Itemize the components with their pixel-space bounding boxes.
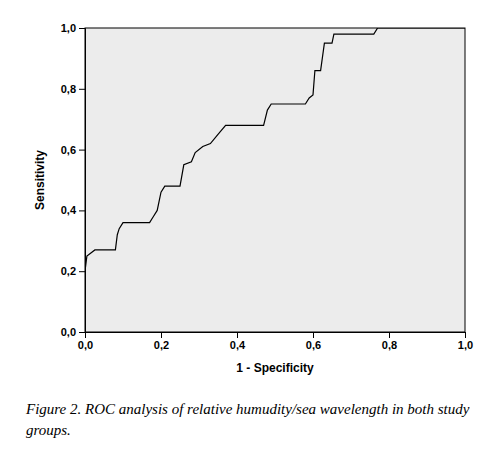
tick: 0,0 bbox=[78, 332, 93, 351]
tick: 0,2 bbox=[154, 332, 169, 351]
tick-mark bbox=[79, 150, 85, 151]
tick-label: 0,4 bbox=[61, 204, 77, 216]
tick: 0,4 bbox=[230, 332, 246, 351]
tick-label: 0,2 bbox=[154, 339, 169, 351]
tick-label: 0,0 bbox=[78, 339, 93, 351]
tick: 1,0 bbox=[61, 22, 85, 34]
tick-mark bbox=[161, 332, 162, 338]
tick-label: 0,6 bbox=[306, 339, 321, 351]
tick-label: 0,8 bbox=[382, 339, 397, 351]
tick-mark bbox=[79, 332, 85, 333]
y-axis-title: Sensitivity bbox=[33, 150, 47, 210]
tick: 0,8 bbox=[382, 332, 397, 351]
plot-background bbox=[85, 28, 465, 332]
tick-mark bbox=[313, 332, 314, 338]
plot-area bbox=[85, 28, 465, 332]
caption: Figure 2. ROC analysis of relative humud… bbox=[25, 401, 470, 438]
tick: 0,8 bbox=[61, 83, 85, 95]
tick-label: 0,2 bbox=[61, 265, 76, 277]
tick-label: 0,0 bbox=[61, 326, 76, 338]
plot-frame bbox=[85, 28, 465, 332]
tick-label: 1,0 bbox=[458, 339, 473, 351]
tick-mark bbox=[79, 210, 85, 211]
tick-mark bbox=[79, 89, 85, 90]
tick-label: 0,6 bbox=[61, 144, 76, 156]
axis-line bbox=[79, 29, 86, 333]
tick: 0,6 bbox=[306, 332, 321, 351]
tick: 0,2 bbox=[61, 265, 85, 277]
tick-mark bbox=[79, 28, 85, 29]
roc-curve bbox=[85, 28, 465, 332]
tick-mark bbox=[389, 332, 390, 338]
tick: 0,6 bbox=[61, 144, 85, 156]
chart: 0,0 0,2 0,4 0,6 0,8 1,0 0,0 0,2 0,4 0,6 0,8 1,0 1 - … bbox=[0, 0, 501, 453]
y-axis: 0,0 0,2 0,4 0,6 0,8 1,0 bbox=[61, 22, 86, 338]
tick: 0,0 bbox=[61, 326, 85, 338]
x-axis-title: 1 - Specificity bbox=[236, 361, 314, 375]
tick: 1,0 bbox=[458, 332, 473, 351]
tick: 0,4 bbox=[61, 204, 85, 216]
axis-line bbox=[86, 333, 466, 339]
tick-mark bbox=[79, 271, 85, 272]
tick-mark bbox=[237, 332, 238, 338]
tick-label: 0,8 bbox=[61, 83, 76, 95]
tick-mark bbox=[465, 332, 466, 338]
x-axis: 0,0 0,2 0,4 0,6 0,8 1,0 bbox=[78, 332, 473, 351]
tick-label: 1,0 bbox=[61, 22, 76, 34]
tick-label: 0,4 bbox=[230, 339, 246, 351]
